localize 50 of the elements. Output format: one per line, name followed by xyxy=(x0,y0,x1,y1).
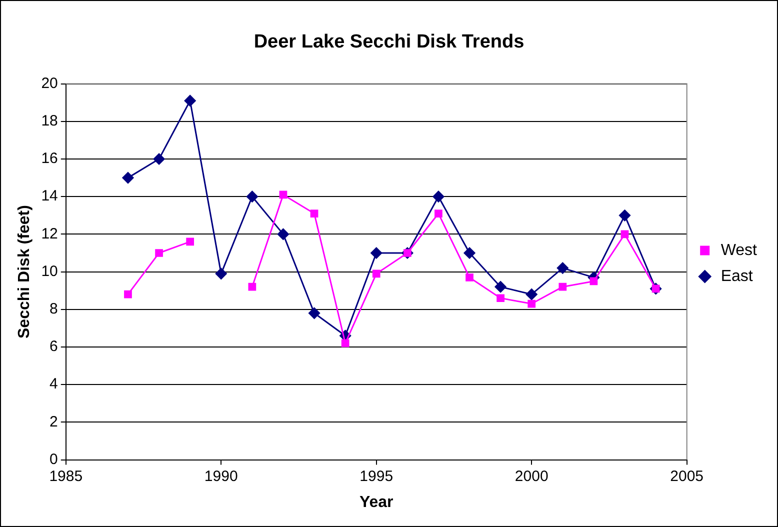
x-tick-label: 2000 xyxy=(514,468,548,485)
point xyxy=(153,153,165,165)
legend-label: West xyxy=(720,242,758,259)
y-tick-label: 12 xyxy=(41,225,58,242)
point xyxy=(464,247,476,259)
x-axis-title: Year xyxy=(359,494,394,511)
point xyxy=(558,282,567,291)
x-tick-label: 1995 xyxy=(360,468,394,485)
point xyxy=(526,288,538,300)
y-tick-label: 16 xyxy=(41,150,58,168)
y-tick-label: 0 xyxy=(50,450,58,468)
point xyxy=(341,339,350,348)
x-tick-label: 1985 xyxy=(49,468,83,485)
point xyxy=(620,230,629,238)
point xyxy=(372,270,380,278)
y-tick-label: 20 xyxy=(41,74,58,92)
point xyxy=(528,300,536,308)
point xyxy=(496,294,504,302)
point xyxy=(619,210,630,222)
y-axis-title: Secchi Disk (feet) xyxy=(16,205,34,338)
point xyxy=(186,238,194,246)
point xyxy=(215,268,227,280)
point xyxy=(370,247,382,259)
point xyxy=(246,190,258,202)
point xyxy=(184,94,196,106)
point xyxy=(432,190,444,202)
y-tick-label: 18 xyxy=(41,112,58,130)
point xyxy=(124,290,132,298)
point xyxy=(122,172,134,184)
y-tick-label: 4 xyxy=(50,376,58,393)
chart-title: Deer Lake Secchi Disk Trends xyxy=(254,32,524,53)
point xyxy=(310,210,318,218)
y-tick-label: 14 xyxy=(41,188,58,205)
y-tick-label: 2 xyxy=(50,413,58,430)
point xyxy=(277,228,289,240)
point xyxy=(494,281,506,293)
y-tick-label: 8 xyxy=(50,300,58,318)
point xyxy=(590,277,598,286)
point xyxy=(556,262,568,274)
point xyxy=(308,307,320,319)
point xyxy=(466,274,474,282)
point xyxy=(434,210,442,218)
x-tick-label: 1990 xyxy=(204,468,238,485)
point xyxy=(248,282,256,291)
point xyxy=(155,249,163,257)
y-tick-label: 10 xyxy=(41,262,58,280)
legend-label: East xyxy=(720,268,754,285)
x-tick-label: 2005 xyxy=(670,468,704,485)
point xyxy=(279,190,288,199)
y-tick-label: 6 xyxy=(50,338,58,356)
